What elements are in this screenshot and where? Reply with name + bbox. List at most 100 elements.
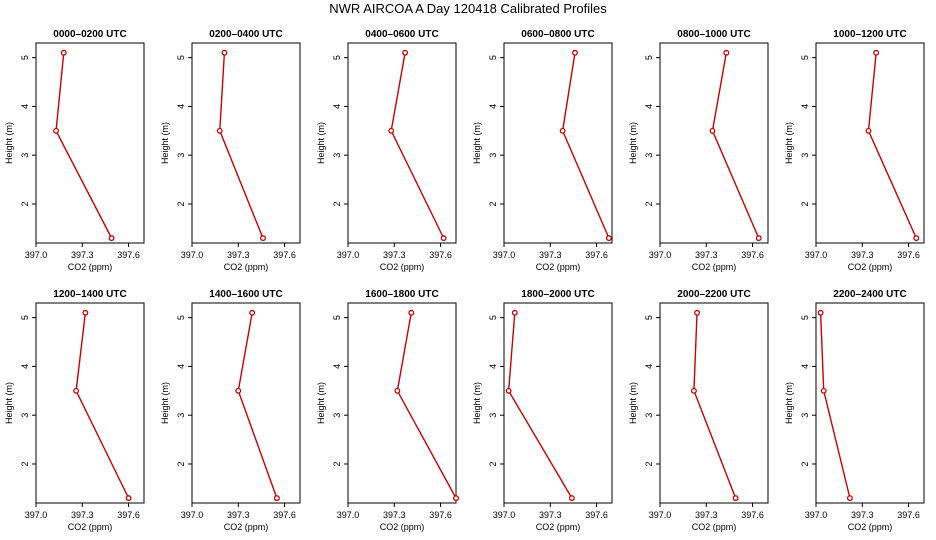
y-tick-label: 2 (800, 461, 810, 466)
y-tick-label: 5 (800, 315, 810, 320)
x-tick-label: 397.0 (181, 250, 204, 260)
x-axis-label: CO2 (ppm) (692, 522, 737, 532)
x-tick-label: 397.0 (649, 510, 672, 520)
profile-panel-9: 1600–1800 UTC 397.0 397.3 397.6 2 3 4 5 CO2 (ppm… (316, 289, 459, 532)
data-point (453, 495, 459, 502)
x-tick-label: 397.3 (71, 510, 94, 520)
y-tick-label: 3 (800, 413, 810, 418)
profile-line (507, 312, 573, 499)
y-tick-label: 2 (644, 461, 654, 466)
data-point (394, 387, 401, 394)
data-point (846, 495, 853, 502)
y-tick-label: 5 (332, 55, 342, 60)
x-tick-label: 397.3 (695, 250, 718, 260)
y-tick-label: 3 (332, 153, 342, 158)
y-tick-label: 3 (488, 153, 498, 158)
x-tick-label: 397.3 (383, 510, 406, 520)
x-axis-label: CO2 (ppm) (692, 262, 737, 272)
profile-line (396, 312, 457, 499)
x-tick-label: 397.6 (429, 250, 452, 260)
y-tick-label: 2 (176, 201, 186, 206)
plot-frame (191, 302, 301, 504)
y-axis-label: Height (m) (472, 122, 482, 164)
data-point (221, 49, 228, 56)
y-tick-label: 3 (176, 413, 186, 418)
data-point (216, 127, 223, 134)
x-tick-label: 397.6 (897, 510, 920, 520)
panel-title: 1200–1400 UTC (53, 289, 126, 300)
data-point (694, 309, 700, 316)
panel-title: 0800–1000 UTC (677, 29, 750, 40)
x-axis-label: CO2 (ppm) (380, 522, 425, 532)
profile-panel-6: 1000–1200 UTC 397.0 397.3 397.6 2 3 4 5 CO2 (ppm… (784, 29, 925, 272)
y-tick-label: 4 (644, 364, 654, 369)
y-tick-label: 3 (488, 413, 498, 418)
panel-title: 2200–2400 UTC (833, 289, 906, 300)
x-tick-label: 397.6 (585, 510, 608, 520)
profile-panel-12: 2200–2400 UTC 397.0 397.3 397.6 2 3 4 5 CO2 (ppm… (784, 289, 925, 532)
profile-line (711, 52, 760, 239)
plot-frame (347, 302, 457, 504)
profile-line (867, 52, 917, 239)
data-point (53, 127, 60, 134)
data-point (723, 49, 730, 56)
y-tick-label: 5 (176, 315, 186, 320)
data-point (572, 49, 578, 56)
data-point (260, 235, 266, 242)
y-tick-label: 2 (20, 201, 30, 206)
data-point (273, 495, 280, 502)
x-tick-label: 397.6 (741, 250, 764, 260)
x-axis-label: CO2 (ppm) (848, 262, 893, 272)
x-axis-label: CO2 (ppm) (536, 522, 581, 532)
y-axis-label: Height (m) (628, 382, 638, 424)
x-tick-label: 397.0 (805, 250, 828, 260)
plot-frame (191, 42, 301, 244)
y-axis-label: Height (m) (160, 382, 170, 424)
y-tick-label: 2 (176, 461, 186, 466)
data-point (511, 309, 518, 316)
y-tick-label: 4 (332, 364, 342, 369)
y-tick-label: 5 (332, 315, 342, 320)
y-tick-label: 3 (176, 153, 186, 158)
data-point (82, 309, 89, 316)
x-axis-label: CO2 (ppm) (224, 522, 269, 532)
y-tick-label: 4 (800, 364, 810, 369)
x-axis-label: CO2 (ppm) (848, 522, 893, 532)
profile-line (693, 312, 737, 499)
data-point (249, 309, 256, 316)
profile-line (237, 312, 278, 499)
x-tick-label: 397.0 (181, 510, 204, 520)
data-point (108, 235, 115, 242)
x-tick-label: 397.0 (337, 250, 360, 260)
x-axis-label: CO2 (ppm) (536, 262, 581, 272)
x-tick-label: 397.6 (897, 250, 920, 260)
panel-title: 1800–2000 UTC (521, 289, 594, 300)
y-axis-label: Height (m) (316, 122, 326, 164)
profile-panel-3: 0400–0600 UTC 397.0 397.3 397.6 2 3 4 5 CO2 (ppm… (316, 29, 457, 272)
x-tick-label: 397.3 (539, 250, 562, 260)
panel-title: 0400–0600 UTC (365, 29, 438, 40)
x-tick-label: 397.3 (539, 510, 562, 520)
y-tick-label: 4 (800, 104, 810, 109)
y-tick-label: 4 (488, 364, 498, 369)
profile-panel-4: 0600–0800 UTC 397.0 397.3 397.6 2 3 4 5 CO2 (ppm… (472, 29, 613, 272)
panel-title: 1000–1200 UTC (833, 29, 906, 40)
y-tick-label: 5 (644, 315, 654, 320)
y-tick-label: 5 (20, 315, 30, 320)
data-point (402, 49, 409, 56)
plot-frame (503, 42, 613, 244)
profile-line (75, 312, 130, 499)
data-point (505, 387, 512, 394)
y-tick-label: 5 (488, 315, 498, 320)
y-tick-label: 5 (176, 55, 186, 60)
y-tick-label: 5 (644, 55, 654, 60)
plot-frame (659, 302, 769, 504)
y-tick-label: 3 (20, 153, 30, 158)
panel-title: 0200–0400 UTC (209, 29, 282, 40)
profile-panel-5: 0800–1000 UTC 397.0 397.3 397.6 2 3 4 5 CO2 (ppm… (628, 29, 769, 272)
data-point (388, 127, 395, 134)
y-tick-label: 2 (20, 461, 30, 466)
x-tick-label: 397.3 (851, 250, 874, 260)
x-tick-label: 397.6 (273, 510, 296, 520)
